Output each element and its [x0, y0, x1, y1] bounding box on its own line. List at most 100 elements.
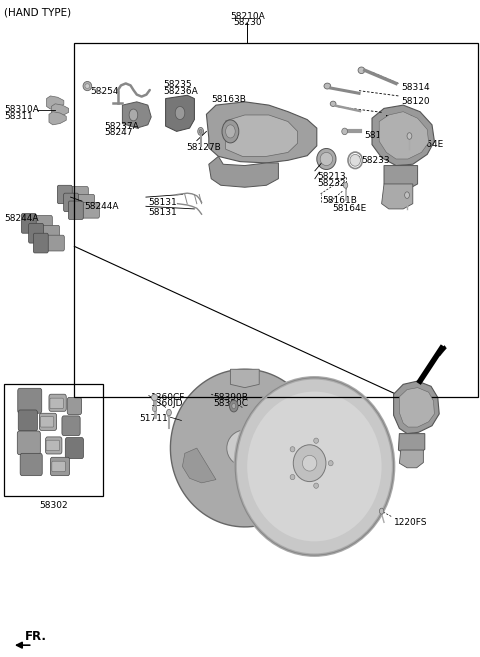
- FancyBboxPatch shape: [46, 235, 64, 251]
- Text: 58247: 58247: [105, 128, 133, 137]
- Text: 58162B: 58162B: [364, 131, 398, 141]
- Text: 58310A: 58310A: [4, 105, 39, 114]
- Polygon shape: [399, 388, 434, 427]
- Text: 58210A: 58210A: [230, 12, 264, 21]
- FancyBboxPatch shape: [49, 394, 66, 411]
- Ellipse shape: [324, 83, 331, 89]
- Text: 58390B: 58390B: [214, 393, 249, 402]
- Text: 58232: 58232: [317, 179, 345, 189]
- FancyBboxPatch shape: [50, 457, 70, 476]
- Text: FR.: FR.: [25, 629, 47, 643]
- Text: 58233: 58233: [361, 156, 390, 166]
- Text: 58411D: 58411D: [263, 459, 299, 468]
- Polygon shape: [382, 184, 413, 209]
- Ellipse shape: [129, 109, 138, 121]
- Ellipse shape: [314, 438, 319, 443]
- FancyBboxPatch shape: [18, 410, 37, 431]
- Text: 58244A: 58244A: [4, 214, 38, 223]
- FancyBboxPatch shape: [21, 214, 36, 233]
- Ellipse shape: [229, 400, 238, 412]
- Polygon shape: [245, 455, 276, 481]
- Ellipse shape: [167, 409, 171, 416]
- Polygon shape: [166, 95, 194, 131]
- Text: 58164E: 58164E: [409, 140, 443, 149]
- FancyBboxPatch shape: [81, 202, 99, 218]
- Text: 58314: 58314: [401, 83, 430, 92]
- Ellipse shape: [199, 129, 202, 133]
- Text: 51711: 51711: [139, 414, 168, 423]
- Polygon shape: [170, 369, 319, 527]
- FancyBboxPatch shape: [70, 187, 88, 202]
- Ellipse shape: [152, 394, 157, 401]
- Polygon shape: [122, 102, 151, 128]
- Text: 58244A: 58244A: [84, 202, 119, 211]
- Ellipse shape: [290, 474, 295, 480]
- Text: 58163B: 58163B: [211, 95, 246, 104]
- Text: 58131: 58131: [148, 208, 177, 217]
- Text: 58302: 58302: [39, 501, 68, 510]
- Text: 58213: 58213: [317, 172, 346, 181]
- Polygon shape: [394, 381, 439, 434]
- FancyBboxPatch shape: [65, 438, 84, 459]
- Polygon shape: [372, 105, 434, 166]
- FancyBboxPatch shape: [34, 215, 52, 231]
- Ellipse shape: [405, 192, 409, 198]
- Ellipse shape: [222, 120, 239, 143]
- Text: 1220FS: 1220FS: [394, 518, 427, 527]
- Ellipse shape: [314, 483, 319, 488]
- Ellipse shape: [317, 148, 336, 170]
- FancyBboxPatch shape: [18, 388, 42, 413]
- Polygon shape: [399, 450, 423, 468]
- FancyBboxPatch shape: [29, 223, 43, 243]
- Ellipse shape: [293, 445, 326, 482]
- Text: 58120: 58120: [401, 97, 430, 106]
- Ellipse shape: [175, 106, 185, 120]
- FancyBboxPatch shape: [33, 233, 48, 253]
- FancyBboxPatch shape: [63, 193, 78, 212]
- Text: 1360CF: 1360CF: [151, 393, 186, 402]
- Ellipse shape: [247, 392, 382, 541]
- Ellipse shape: [85, 83, 90, 88]
- Ellipse shape: [302, 455, 317, 471]
- Text: 1360JD: 1360JD: [151, 399, 184, 409]
- Text: 58254: 58254: [90, 87, 119, 96]
- Polygon shape: [235, 378, 394, 555]
- Text: 58235: 58235: [163, 80, 192, 89]
- Ellipse shape: [227, 430, 263, 466]
- Ellipse shape: [290, 447, 295, 452]
- FancyBboxPatch shape: [67, 397, 82, 415]
- Ellipse shape: [153, 405, 157, 411]
- Ellipse shape: [358, 67, 365, 74]
- Text: 58131: 58131: [148, 198, 177, 208]
- Polygon shape: [49, 112, 66, 125]
- Text: 58125: 58125: [384, 115, 413, 124]
- Bar: [4, 384, 103, 496]
- Ellipse shape: [407, 133, 412, 139]
- Text: 58230: 58230: [233, 18, 262, 28]
- FancyBboxPatch shape: [68, 201, 84, 219]
- FancyBboxPatch shape: [62, 416, 80, 436]
- Polygon shape: [230, 369, 259, 388]
- Ellipse shape: [320, 152, 333, 166]
- Polygon shape: [226, 115, 298, 156]
- Text: 58161B: 58161B: [323, 196, 358, 205]
- Ellipse shape: [379, 509, 384, 514]
- Ellipse shape: [198, 127, 204, 135]
- Polygon shape: [47, 96, 64, 109]
- FancyBboxPatch shape: [46, 440, 60, 451]
- Polygon shape: [398, 434, 425, 455]
- Polygon shape: [209, 156, 278, 187]
- Polygon shape: [206, 102, 317, 163]
- Ellipse shape: [226, 125, 235, 138]
- Ellipse shape: [350, 154, 360, 166]
- Text: 58236A: 58236A: [163, 87, 198, 96]
- Ellipse shape: [232, 403, 236, 409]
- FancyBboxPatch shape: [40, 417, 54, 427]
- Polygon shape: [51, 104, 69, 117]
- Ellipse shape: [330, 101, 336, 106]
- Text: (HAND TYPE): (HAND TYPE): [4, 8, 71, 18]
- FancyBboxPatch shape: [52, 461, 65, 472]
- Ellipse shape: [343, 183, 348, 189]
- Text: 58237A: 58237A: [105, 122, 139, 131]
- Ellipse shape: [342, 128, 348, 135]
